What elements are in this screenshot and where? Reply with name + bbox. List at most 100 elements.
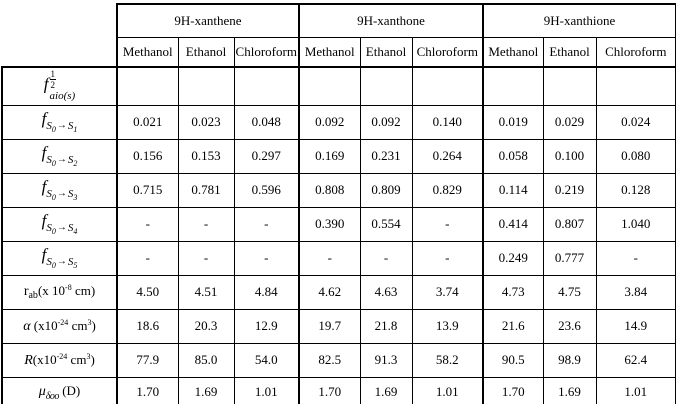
state-symbol: S (46, 120, 52, 132)
data-cell (595, 66, 676, 106)
state-symbol: S (67, 222, 74, 234)
row-label-alpha: α (x10-24 cm3) (1, 308, 118, 344)
unit-text: (x10 (30, 317, 58, 333)
row-label-f-s0-s5: fS0→S5 (1, 240, 118, 276)
data-cell: 3.74 (411, 274, 484, 310)
state-index: 0 (51, 193, 56, 202)
data-cell: 12.9 (233, 308, 300, 344)
solvent-header: Methanol (298, 36, 361, 68)
table-row: fS0→S1 0.021 0.023 0.048 0.092 0.092 0.140 0.0… (1, 104, 676, 140)
f-symbol: f (41, 245, 47, 264)
data-cell: 21.8 (359, 308, 413, 344)
arrow-icon: → (56, 120, 67, 131)
row-label-mu: μδoo (D) (1, 376, 118, 404)
data-cell: 0.169 (298, 138, 361, 174)
data-cell: - (233, 240, 300, 276)
r-subscript: ab (28, 290, 38, 301)
transition-subscript: S0→S3 (46, 188, 77, 202)
data-cell: 0.715 (116, 172, 179, 208)
data-cell: 1.70 (298, 376, 361, 404)
exponent: 3 (86, 351, 91, 361)
data-cell: 1.69 (542, 376, 597, 404)
data-cell (298, 66, 361, 106)
transition-subscript: S0→S2 (46, 154, 78, 168)
R-symbol: R (24, 352, 33, 368)
arrow-icon: → (56, 256, 67, 267)
data-cell: 0.021 (116, 104, 179, 140)
data-cell: - (116, 206, 179, 242)
data-cell: 13.9 (411, 308, 484, 344)
row-label-f-s0-s4: fS0→S4 (1, 206, 118, 242)
group-header-xanthione: 9H-xanthione (482, 3, 676, 38)
f-symbol: f (41, 109, 47, 128)
data-cell: 90.5 (482, 342, 544, 378)
data-cell: 0.128 (595, 172, 676, 208)
state-index: 0 (51, 261, 56, 270)
table-row: fS0→S2 0.156 0.153 0.297 0.169 0.231 0.264 0.0… (1, 138, 676, 174)
data-cell: 0.807 (542, 206, 597, 242)
unit-text: (D) (58, 382, 81, 398)
unit-text: (x10 (32, 351, 57, 367)
solvent-header: Ethanol (542, 36, 597, 68)
data-cell: 82.5 (298, 342, 361, 378)
row-label-f-s0-s2: fS0→S2 (1, 138, 118, 174)
solvent-header: Chloroform (411, 36, 484, 68)
f-subscript: aio(s) (49, 90, 76, 103)
table-row: rab(x 10-8 cm) 4.50 4.51 4.84 4.62 4.63 3.74 4… (1, 274, 676, 310)
data-cell: 4.75 (542, 274, 597, 310)
f-symbol: f (41, 143, 47, 162)
state-index: 0 (51, 159, 56, 168)
data-cell: 1.01 (595, 376, 676, 404)
data-cell: - (411, 206, 484, 242)
state-index: 2 (73, 159, 78, 168)
data-cell: 98.9 (542, 342, 597, 378)
mu-subscript: δoo (45, 390, 60, 402)
data-cell: 0.219 (542, 172, 597, 208)
table-row: μδoo (D) 1.70 1.69 1.01 1.70 1.69 1.01 1.70 1.6… (1, 376, 676, 404)
solvent-header: Ethanol (177, 36, 235, 68)
data-cell: 4.73 (482, 274, 544, 310)
table-row: fS0→S3 0.715 0.781 0.596 0.808 0.809 0.829 0.1… (1, 172, 676, 208)
exponent: -24 (56, 351, 68, 361)
data-cell: 23.6 (542, 308, 597, 344)
data-cell: 0.100 (542, 138, 597, 174)
table-row: R(x10-24 cm3) 77.9 85.0 54.0 82.5 91.3 58.2 90… (1, 342, 676, 378)
exponent: -8 (65, 283, 72, 292)
unit-text: (x 10 (37, 283, 66, 298)
data-cell: 0.297 (233, 138, 300, 174)
data-cell: 85.0 (177, 342, 235, 378)
data-cell: 4.63 (359, 274, 413, 310)
state-symbol: S (46, 154, 52, 166)
data-cell: - (116, 240, 179, 276)
data-cell: 77.9 (116, 342, 179, 378)
data-cell: 1.040 (595, 206, 676, 242)
exponent: 3 (87, 317, 92, 327)
data-cell: - (298, 240, 361, 276)
state-symbol: S (46, 256, 52, 268)
arrow-icon: → (56, 188, 67, 199)
data-cell: 1.69 (359, 376, 413, 404)
unit-text: cm (68, 317, 88, 333)
arrow-icon: → (56, 154, 67, 165)
data-cell: 0.231 (359, 138, 413, 174)
data-cell: 0.156 (116, 138, 179, 174)
table-row: α (x10-24 cm3) 18.6 20.3 12.9 19.7 21.8 13.9 2… (1, 308, 676, 344)
alpha-symbol: α (23, 318, 31, 334)
data-cell: 58.2 (411, 342, 484, 378)
row-label-f-s0-s1: fS0→S1 (1, 104, 118, 140)
data-cell: 0.140 (411, 104, 484, 140)
f-symbol: f (41, 211, 47, 230)
state-symbol: S (46, 222, 52, 234)
data-cell (177, 66, 235, 106)
data-cell: 0.048 (233, 104, 300, 140)
data-cell: 0.092 (298, 104, 361, 140)
solvent-header: Chloroform (233, 36, 300, 68)
unit-text: cm) (71, 283, 96, 298)
data-cell: 1.01 (233, 376, 300, 404)
data-cell: 1.01 (411, 376, 484, 404)
state-index: 0 (51, 125, 56, 134)
state-symbol: S (67, 256, 74, 268)
state-index: 5 (73, 261, 78, 270)
f-symbol: f (41, 177, 47, 196)
data-cell: 0.114 (482, 172, 544, 208)
